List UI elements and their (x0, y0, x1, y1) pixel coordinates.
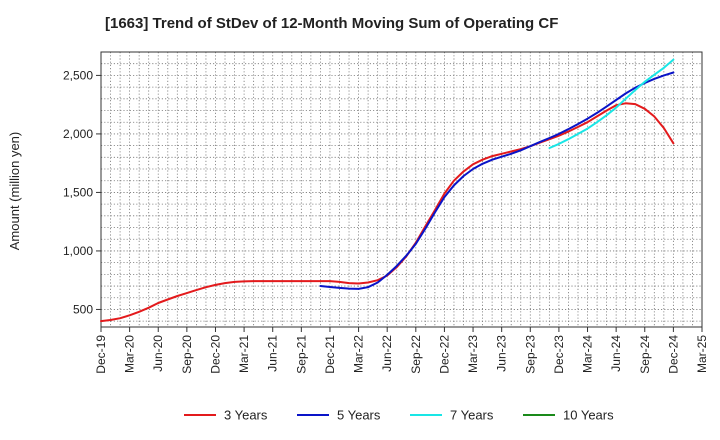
x-tick-label: Dec-20 (208, 335, 222, 374)
series-line-5-years (319, 71, 675, 290)
y-axis-title: Amount (million yen) (7, 132, 22, 251)
x-tick-label: Sep-22 (409, 335, 423, 374)
x-tick-label: Mar-21 (237, 335, 251, 373)
x-tick-label: Mar-22 (352, 335, 366, 373)
y-tick-label: 2,500 (63, 68, 93, 82)
x-tick-label: Jun-21 (266, 335, 280, 372)
series-line-7-years (548, 58, 675, 149)
plot-area: 500 1,000 1,500 2,000 2,500 Dec-19 Mar-20 Jun-2… (63, 51, 709, 374)
x-tick-label: Jun-20 (151, 335, 165, 372)
x-tick-label: Mar-24 (581, 335, 595, 373)
x-tick-label: Dec-21 (323, 335, 337, 374)
y-tick-label: 1,500 (63, 185, 93, 199)
x-tick-label: Mar-20 (123, 335, 137, 373)
x-tick-label: Dec-22 (437, 335, 451, 374)
y-tick-label: 2,000 (63, 127, 93, 141)
x-tick-label: Sep-24 (638, 335, 652, 374)
legend: 3 Years 5 Years 7 Years 10 Years (184, 408, 614, 423)
plot-border (100, 51, 703, 328)
legend-label-5-years: 5 Years (337, 408, 381, 423)
legend-label-7-years: 7 Years (450, 408, 494, 423)
plot-background (101, 52, 702, 327)
x-tick-label: Dec-23 (552, 335, 566, 374)
x-tick-label: Sep-23 (523, 335, 537, 374)
x-tick-label: Sep-21 (294, 335, 308, 374)
x-tick-label: Mar-23 (466, 335, 480, 373)
x-tick-label: Jun-24 (609, 335, 623, 372)
x-tick-label: Dec-24 (666, 335, 680, 374)
legend-label-10-years: 10 Years (563, 408, 614, 423)
x-tick-label: Jun-23 (495, 335, 509, 372)
chart-title: [1663] Trend of StDev of 12-Month Moving… (105, 15, 558, 32)
x-tick-label: Mar-25 (695, 335, 709, 373)
legend-label-3-years: 3 Years (224, 408, 268, 423)
y-tick-label: 500 (73, 302, 93, 316)
x-tick-label: Sep-20 (180, 335, 194, 374)
x-tick-label: Jun-22 (380, 335, 394, 372)
x-tick-label: Dec-19 (94, 335, 108, 374)
y-tick-label: 1,000 (63, 244, 93, 258)
